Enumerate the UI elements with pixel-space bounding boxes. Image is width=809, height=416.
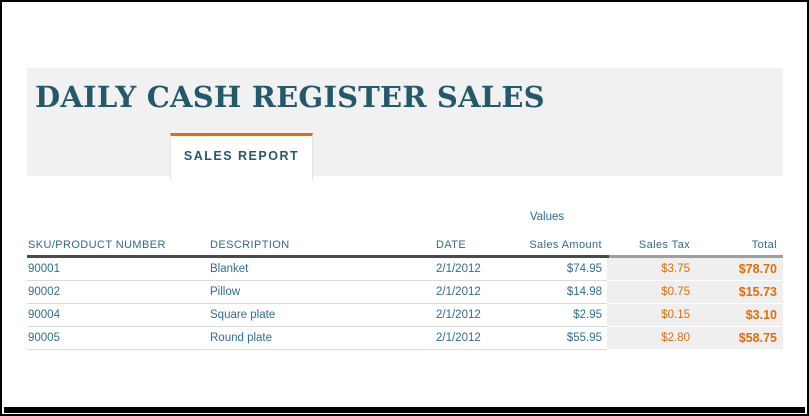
col-header-total: Total [751,239,777,251]
col-header-date: DATE [436,239,467,251]
cell-date: 2/1/2012 [430,304,505,327]
cell-sales-amount: $55.95 [505,327,607,350]
cell-description: Blanket [210,258,430,281]
table-row: 90002 Pillow 2/1/2012 $14.98 $0.75 $15.7… [27,281,783,304]
cell-date: 2/1/2012 [430,327,505,350]
table-row: 90004 Square plate 2/1/2012 $2.95 $0.15 … [27,304,783,327]
header-underline [27,255,783,258]
values-group-row: Values [27,200,783,226]
sales-report-tab[interactable]: SALES REPORT [170,133,313,180]
cell-sales-tax: $0.15 [607,304,695,327]
cell-sales-tax: $2.80 [607,327,695,350]
cell-date: 2/1/2012 [430,258,505,281]
header-underline-dark [27,255,609,258]
cell-description: Square plate [210,304,430,327]
table-row: 90005 Round plate 2/1/2012 $55.95 $2.80 … [27,327,783,350]
col-header-sales-tax: Sales Tax [638,239,690,251]
cell-total: $15.73 [695,281,783,304]
col-header-description: DESCRIPTION [210,239,290,251]
cell-total: $78.70 [695,258,783,281]
cell-sales-amount: $14.98 [505,281,607,304]
header-underline-light [609,255,783,258]
tab-label: SALES REPORT [183,149,300,163]
cell-sku: 90005 [27,327,210,350]
table-row: 90001 Blanket 2/1/2012 $74.95 $3.75 $78.… [27,258,783,281]
table-header-row: SKU/PRODUCT NUMBER DESCRIPTION DATE Sale… [27,226,783,255]
col-header-sales-amount: Sales Amount [529,239,602,251]
sales-table: Values SKU/PRODUCT NUMBER DESCRIPTION DA… [27,200,783,350]
col-header-sku: SKU/PRODUCT NUMBER [28,239,166,251]
values-group-label: Values [529,211,565,223]
page-title: DAILY CASH REGISTER SALES [35,80,545,114]
cell-date: 2/1/2012 [430,281,505,304]
cell-total: $58.75 [695,327,783,350]
cell-sales-tax: $0.75 [607,281,695,304]
cell-total: $3.10 [695,304,783,327]
cell-sales-tax: $3.75 [607,258,695,281]
cell-sku: 90001 [27,258,210,281]
cell-sales-amount: $2.95 [505,304,607,327]
cell-description: Round plate [210,327,430,350]
cell-sku: 90002 [27,281,210,304]
bottom-accent-bar [4,407,805,413]
cell-description: Pillow [210,281,430,304]
title-banner: DAILY CASH REGISTER SALES [27,68,783,176]
cell-sales-amount: $74.95 [505,258,607,281]
cell-sku: 90004 [27,304,210,327]
